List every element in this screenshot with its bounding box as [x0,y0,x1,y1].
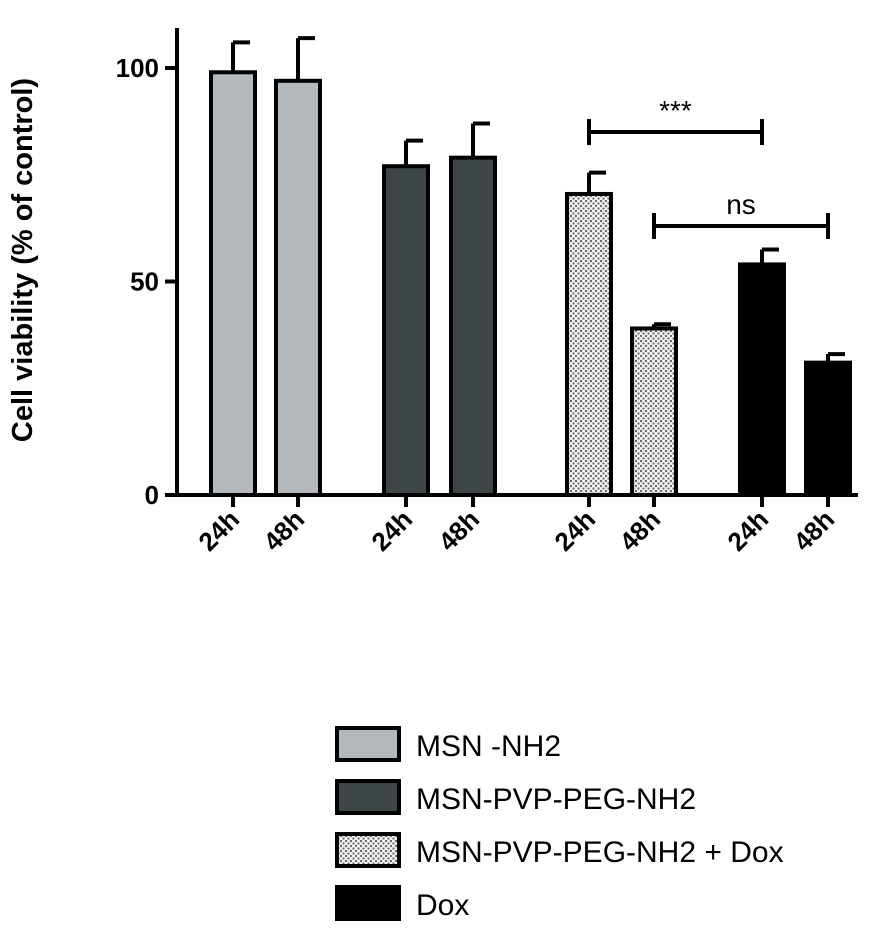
bar [449,155,497,497]
bar [565,191,613,497]
x-tick-label: 48h [432,504,485,557]
x-tick-label: 48h [787,504,840,557]
bar [804,360,852,497]
significance-label: *** [659,95,692,126]
legend-swatch [335,832,401,868]
y-tick-label: 0 [145,480,159,510]
bar [274,78,322,497]
x-tick-label: 48h [257,504,310,557]
x-tick-label: 24h [548,504,601,557]
legend: MSN -NH2 MSN-PVP-PEG-NH2 MSN-PVP-PEG-NH2 +… [335,726,784,922]
x-tick-label: 24h [365,504,418,557]
y-axis-label: Cell viability (% of control) [7,78,39,442]
y-tick-label: 50 [130,267,159,297]
y-tick-label: 100 [116,53,159,83]
legend-swatch [335,779,401,815]
legend-swatch [335,726,401,762]
legend-swatch [335,885,401,921]
bars [209,36,852,498]
bar [209,70,257,498]
x-tick-label: 48h [613,504,666,557]
bar [738,262,786,498]
bar [630,326,678,497]
legend-label: MSN -NH2 [416,730,561,763]
x-tick-label: 24h [192,504,245,557]
bar [382,164,430,498]
legend-label: MSN-PVP-PEG-NH2 [416,783,696,816]
significance-label: ns [726,189,756,220]
significance-annotations: *** ns [587,95,830,239]
x-tick-label: 24h [721,504,774,557]
legend-label: Dox [416,889,469,922]
legend-label: MSN-PVP-PEG-NH2 + Dox [416,836,784,869]
